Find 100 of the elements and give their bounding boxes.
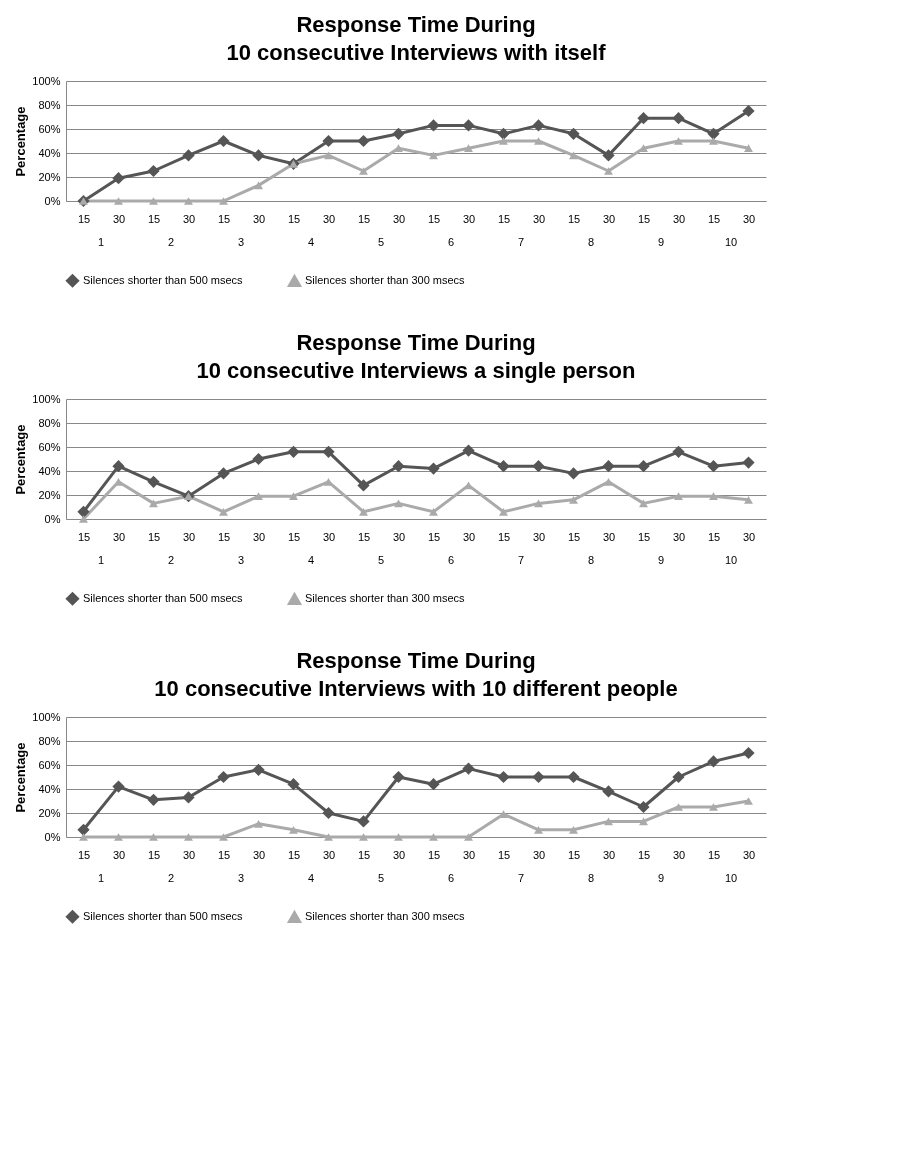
legend-label: Silences shorter than 300 msecs (305, 274, 466, 287)
text: 6 (447, 236, 455, 248)
text: 1 (97, 236, 105, 248)
chart-title: Response Time During (296, 330, 536, 355)
point (357, 815, 370, 828)
point (254, 181, 263, 190)
point (217, 770, 230, 784)
text: 9 (657, 872, 665, 884)
x-tick-label: 15 (357, 530, 371, 543)
legend-label: Silences shorter than 500 msecs (83, 909, 244, 922)
text: 8 (587, 872, 595, 884)
x-tick-label: 30 (182, 848, 196, 861)
y-tick-label: 80% (38, 98, 61, 111)
x-tick-label: 15 (147, 212, 161, 225)
point (604, 477, 613, 486)
text: 3 (237, 872, 245, 884)
point (392, 460, 405, 473)
point (219, 833, 228, 841)
x-tick-label: 30 (672, 212, 686, 225)
point (254, 492, 263, 501)
point (289, 825, 298, 834)
legend-label: Silences shorter than 500 msecs (83, 273, 244, 286)
point (604, 167, 613, 175)
y-tick-label: 0% (44, 512, 61, 525)
text: 2 (167, 872, 175, 884)
point (77, 505, 90, 518)
point (429, 507, 438, 516)
point (182, 791, 195, 804)
point (287, 445, 300, 458)
point (497, 460, 510, 473)
point (394, 499, 403, 508)
legend-label: Silences shorter than 500 msecs (83, 591, 244, 604)
point (534, 137, 543, 145)
point (567, 770, 580, 784)
x-tick-label: 15 (427, 530, 441, 543)
y-axis-title: Percentage (13, 742, 29, 813)
x-tick-label: 15 (567, 530, 581, 543)
x-tick-label: 15 (707, 212, 721, 225)
x-tick-label: 30 (532, 212, 546, 225)
point (392, 127, 405, 140)
y-tick-label: 100% (32, 710, 61, 723)
y-tick-label: 60% (38, 122, 61, 135)
x-tick-label: 15 (427, 212, 441, 225)
point (112, 460, 125, 473)
point (499, 507, 508, 516)
point (114, 833, 123, 841)
point (429, 151, 438, 160)
x-tick-label: 15 (707, 530, 721, 543)
point (709, 803, 718, 811)
point (427, 462, 440, 475)
x-tick-label: 30 (252, 848, 266, 861)
y-tick-label: 40% (38, 782, 61, 795)
x-tick-label: 30 (322, 848, 336, 861)
point (532, 460, 545, 473)
x-tick-label: 15 (217, 212, 231, 225)
x-tick-label: 30 (602, 212, 616, 225)
point (427, 778, 440, 791)
x-tick-label: 15 (287, 530, 301, 543)
text: 9 (657, 236, 665, 248)
point (709, 137, 718, 145)
point (497, 127, 510, 140)
point (602, 460, 615, 473)
y-tick-label: 100% (32, 74, 61, 87)
x-tick-label: 30 (322, 530, 336, 543)
point (359, 507, 368, 516)
x-tick-label: 30 (742, 212, 756, 225)
point (114, 477, 123, 486)
point (744, 797, 753, 805)
y-axis-title: Percentage (13, 106, 29, 177)
legend-label: Silences shorter than 300 msecs (305, 592, 466, 605)
x-tick-label: 15 (217, 530, 231, 543)
text: 5 (377, 872, 385, 884)
point (324, 833, 333, 841)
point (149, 197, 158, 205)
point (392, 770, 405, 784)
point (637, 112, 650, 125)
x-tick-label: 15 (287, 212, 301, 225)
point (707, 127, 720, 140)
chart-title: Response Time During (296, 12, 536, 37)
x-tick-label: 15 (497, 530, 511, 543)
x-tick-label: 30 (112, 848, 126, 861)
text: 4 (307, 236, 315, 248)
point (672, 445, 685, 458)
x-tick-label: 30 (672, 530, 686, 543)
point (112, 780, 125, 793)
x-tick-label: 30 (532, 848, 546, 861)
y-tick-label: 0% (44, 830, 61, 843)
x-tick-label: 15 (707, 848, 721, 861)
y-tick-label: 20% (38, 488, 61, 501)
x-tick-label: 15 (567, 848, 581, 861)
text: 10 (724, 872, 738, 884)
point (357, 134, 370, 148)
text: 10 (724, 236, 738, 248)
text: 6 (447, 554, 455, 566)
y-tick-label: 80% (38, 416, 61, 429)
point (147, 475, 160, 488)
point (219, 197, 228, 205)
point (182, 149, 195, 162)
text: 10 (724, 554, 738, 566)
text: 7 (517, 236, 525, 248)
